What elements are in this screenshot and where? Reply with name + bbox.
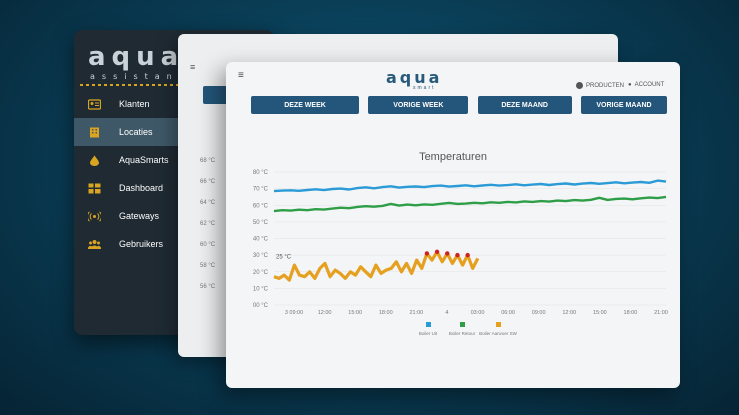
id-card-icon <box>88 98 101 110</box>
sidebar-logo-text: aqua <box>88 42 185 72</box>
sidebar-item-label: Gateways <box>119 211 160 221</box>
aqua-logo: aqua <box>386 68 443 87</box>
mid-axis-tick: 68 °C <box>200 158 216 164</box>
y-tick-label: 40 °C <box>253 237 269 243</box>
alarm-point <box>424 251 430 256</box>
x-tick-label: 03:00 <box>471 310 485 316</box>
x-tick-label: 15:00 <box>348 310 362 316</box>
sidebar-item-gateways[interactable]: Gateways <box>74 202 274 230</box>
legend-swatch <box>426 322 431 327</box>
alarm-point <box>445 251 450 256</box>
legend-label: Boiler Aanvoer SW <box>479 331 518 336</box>
sidebar-item-label: Locaties <box>119 127 153 137</box>
top-bar: ≡ aqua smart PRODUCTEN ● ACCOUNT <box>226 62 680 92</box>
x-tick-label: 18:00 <box>379 310 393 316</box>
logo-dots-divider <box>80 84 270 86</box>
sidebar-item-label: Klanten <box>119 99 150 109</box>
legend-swatch <box>460 322 465 327</box>
sidebar-item-dashboard[interactable]: Dashboard <box>74 174 274 202</box>
aqua-logo-sub: smart <box>413 85 436 91</box>
vorige-maand-button[interactable]: VORIGE MAAND <box>580 96 667 114</box>
x-tick-label: 18:00 <box>624 310 638 316</box>
y-tick-label: 20 °C <box>253 270 269 276</box>
y-tick-label: 10 °C <box>253 286 269 292</box>
y-tick-label: 50 °C <box>253 220 269 226</box>
droplet-flame-icon <box>88 155 101 166</box>
account-link[interactable]: ● ACCOUNT <box>628 82 664 88</box>
y-tick-label: 30 °C <box>253 253 269 259</box>
x-tick-label: 09:00 <box>532 310 546 316</box>
alarm-point <box>465 252 470 258</box>
y-tick-label: 00 °C <box>253 303 269 309</box>
dashboard-grid-icon <box>88 183 101 194</box>
chart-title: Temperaturen <box>419 151 487 163</box>
sidebar-item-klanten[interactable]: Klanten <box>74 90 274 118</box>
mid-axis-tick: 60 °C <box>200 242 216 248</box>
dashboard-window: ≡ aqua smart PRODUCTEN ● ACCOUNT DEZE WE… <box>226 62 680 388</box>
x-tick-label: 3 09:00 <box>285 310 303 316</box>
series-line-1 <box>273 179 667 193</box>
user-icon: ● <box>628 82 632 88</box>
producten-label: PRODUCTEN <box>586 82 625 89</box>
sidebar-item-gebruikers[interactable]: Gebruikers <box>74 230 274 258</box>
mid-axis-tick: 64 °C <box>200 200 216 206</box>
series-line-2 <box>273 195 667 213</box>
producten-link[interactable]: PRODUCTEN <box>576 82 624 89</box>
products-icon <box>576 82 583 89</box>
series-line-3 <box>273 250 480 282</box>
x-tick-label: 06:00 <box>501 310 515 316</box>
y-tick-label: 80 °C <box>253 170 269 176</box>
x-tick-label: 21:00 <box>409 310 423 316</box>
building-icon <box>88 127 101 138</box>
x-tick-label: 12:00 <box>562 310 576 316</box>
vorige-week-button[interactable]: VORIGE WEEK <box>368 96 469 114</box>
mid-axis-tick: 62 °C <box>200 221 216 227</box>
wifi-signal-icon <box>88 210 101 222</box>
sidebar-logo-sub: assistant <box>90 72 189 81</box>
legend-label: Boiler Retour <box>449 331 476 336</box>
y-tick-label: 60 °C <box>253 203 269 209</box>
legend-swatch <box>496 322 501 327</box>
x-tick-label: 15:00 <box>593 310 607 316</box>
temperature-chart: 80 °C 70 °C 60 °C 50 °C 40 °C 30 °C 20 °C 10 °C… <box>253 170 668 336</box>
legend-label: Boiler Uit <box>419 331 438 336</box>
chart-annotation: 25 °C <box>276 254 292 260</box>
mid-axis-tick: 56 °C <box>200 284 216 290</box>
mid-axis-tick: 66 °C <box>200 179 216 185</box>
period-buttons: DEZE WEEK VORIGE WEEK DEZE MAAND VORIGE … <box>251 96 667 114</box>
hamburger-menu-icon[interactable]: ≡ <box>238 70 244 81</box>
x-tick-label: 21:00 <box>654 310 668 316</box>
x-tick-label: 12:00 <box>318 310 332 316</box>
sidebar-item-aquasmarts[interactable]: AquaSmarts <box>74 146 274 174</box>
hamburger-menu-icon[interactable]: ≡ <box>190 62 196 72</box>
sidebar-item-label: Dashboard <box>119 183 164 193</box>
sidebar-item-label: Gebruikers <box>119 239 164 249</box>
sidebar-item-label: AquaSmarts <box>119 155 169 165</box>
users-group-icon <box>88 239 101 250</box>
account-label: ACCOUNT <box>634 82 665 88</box>
y-tick-label: 70 °C <box>253 187 269 193</box>
x-tick-label: 4 <box>445 310 448 316</box>
alarm-point <box>455 252 460 258</box>
deze-week-button[interactable]: DEZE WEEK <box>251 96 359 114</box>
sidebar-logo: aqua assistant <box>74 30 274 88</box>
deze-maand-button[interactable]: DEZE MAAND <box>477 96 572 114</box>
alarm-point <box>434 249 440 254</box>
mid-axis-tick: 58 °C <box>200 263 216 269</box>
